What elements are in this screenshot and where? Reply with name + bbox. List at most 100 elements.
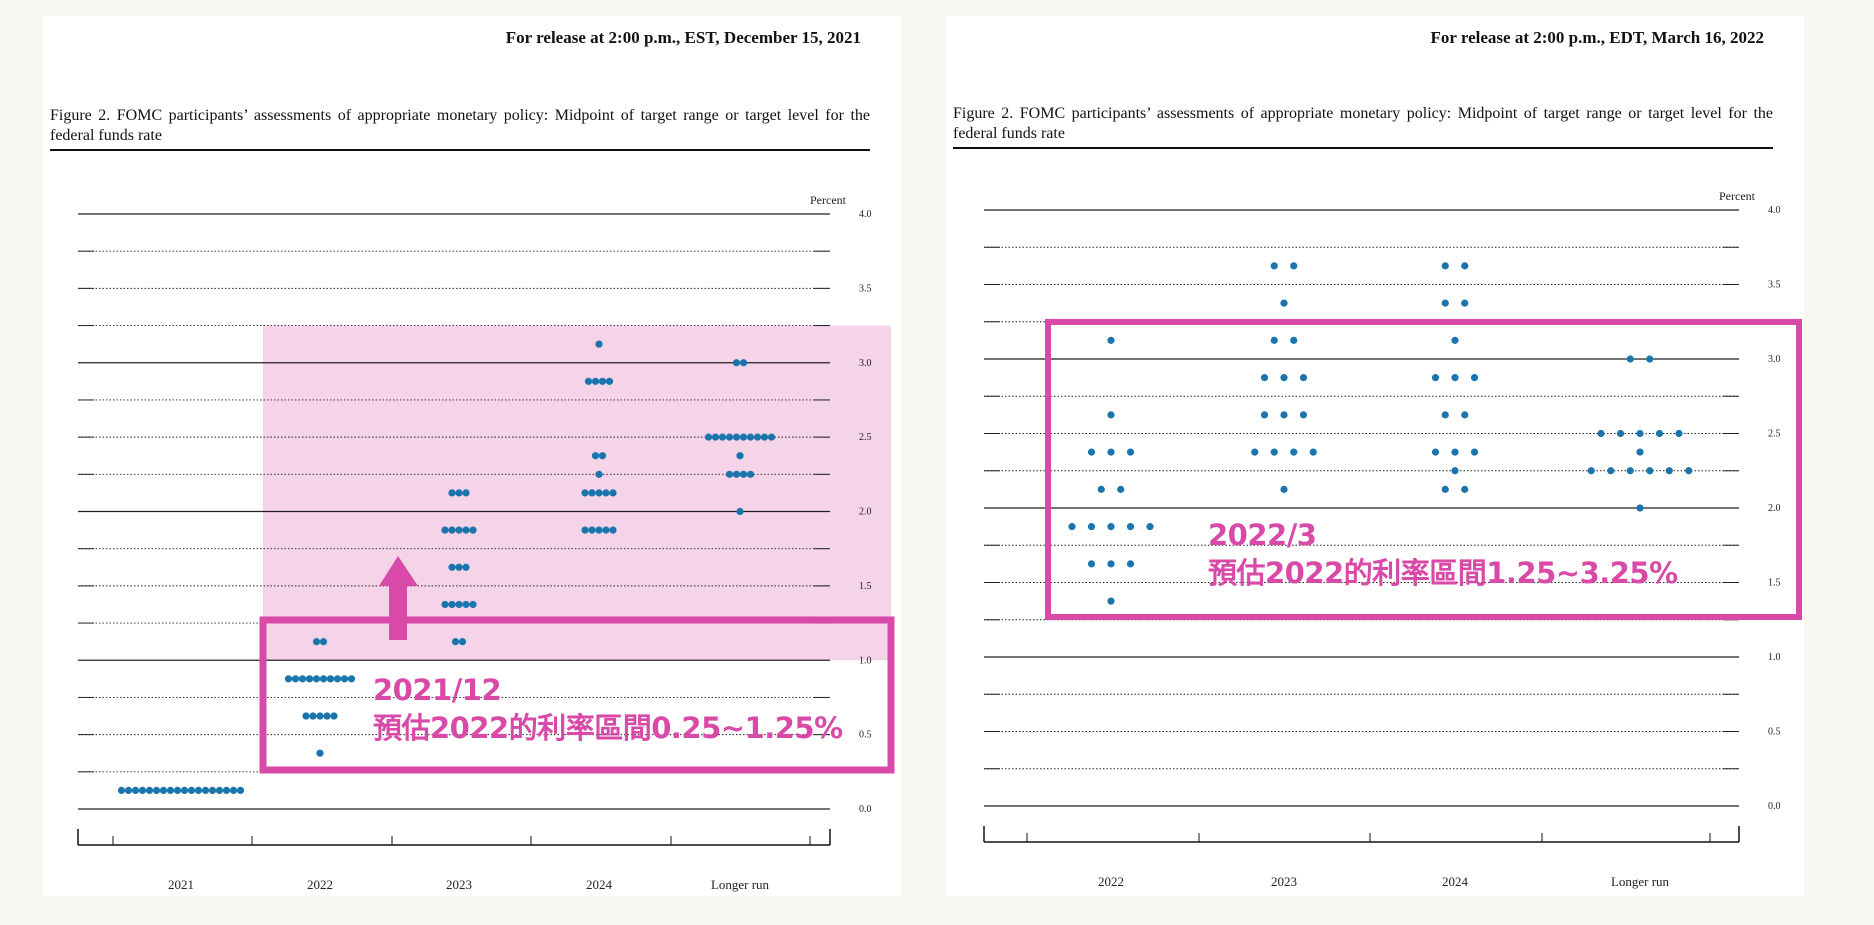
dot-marker — [595, 526, 603, 534]
dot-marker — [166, 786, 175, 795]
dot-marker — [1270, 336, 1278, 344]
x-tick-label: 2024 — [586, 877, 613, 892]
dot-marker — [732, 470, 741, 478]
dot-marker — [1087, 523, 1096, 531]
highlight-box — [259, 616, 895, 774]
dot-marker — [732, 359, 741, 367]
dot-marker — [469, 526, 477, 534]
dot-marker — [711, 433, 720, 441]
dot-marker — [1290, 262, 1298, 270]
dot-marker — [1280, 374, 1288, 382]
dot-marker — [718, 433, 727, 441]
dot-marker — [732, 433, 741, 441]
dot-marker — [1655, 429, 1664, 438]
dot-marker — [1126, 448, 1135, 456]
dot-marker — [1431, 448, 1440, 456]
dot-marker — [1451, 336, 1459, 344]
dot-marker — [1470, 448, 1479, 456]
dot-marker — [455, 526, 463, 534]
dot-marker — [298, 675, 307, 683]
dot-marker — [187, 786, 196, 795]
x-tick-label: 2023 — [1271, 874, 1297, 889]
dot-marker — [316, 749, 324, 757]
y-tick-label: 2.0 — [1768, 503, 1781, 514]
y-tick-label: 4.0 — [859, 209, 872, 220]
annotation-range: 預估2022的利率區間0.25~1.25% — [373, 711, 843, 745]
y-tick-label: 1.0 — [1768, 652, 1781, 663]
dot-marker — [462, 489, 470, 497]
dot-marker — [319, 638, 328, 646]
dot-marker — [1597, 429, 1605, 438]
dot-marker — [455, 563, 463, 571]
dot-marker — [595, 470, 603, 478]
dot-marker — [1107, 523, 1115, 531]
dot-marker — [1441, 485, 1449, 493]
dot-marker — [602, 526, 610, 534]
dot-marker — [1251, 448, 1259, 456]
dot-marker — [1260, 411, 1269, 419]
y-axis-unit-label: Percent — [1719, 189, 1756, 203]
dot-marker — [1280, 411, 1288, 419]
dot-marker — [448, 600, 456, 609]
dot-marker — [1126, 560, 1135, 568]
dot-marker — [1107, 411, 1115, 419]
dot-marker — [609, 489, 617, 497]
dot-marker — [602, 489, 610, 497]
dot-marker — [201, 786, 210, 795]
y-tick-label: 0.0 — [859, 804, 872, 815]
dot-marker — [1107, 560, 1115, 568]
dot-marker — [222, 786, 231, 795]
dot-plot-panel-dec-2021: For release at 2:00 p.m., EST, December … — [43, 16, 901, 896]
figure-title: Figure 2. FOMC participants’ assessments… — [50, 106, 870, 151]
x-tick-label: 2021 — [168, 877, 194, 892]
y-tick-label: 0.0 — [1768, 801, 1781, 812]
x-tick-label: 2022 — [1098, 874, 1124, 889]
dot-marker — [1607, 467, 1615, 475]
dot-marker — [319, 675, 328, 683]
dot-marker — [1107, 597, 1115, 605]
dot-marker — [229, 786, 238, 795]
dot-marker — [138, 786, 147, 795]
dot-marker — [1117, 485, 1125, 493]
y-tick-label: 3.0 — [859, 358, 872, 369]
dot-marker — [1675, 429, 1683, 438]
dot-marker — [291, 675, 300, 683]
dot-marker — [739, 470, 748, 478]
dot-marker — [1309, 448, 1317, 456]
dot-marker — [451, 638, 460, 646]
dot-marker — [605, 377, 614, 385]
dot-marker — [455, 600, 463, 609]
dot-marker — [333, 675, 342, 683]
dot-marker — [1097, 485, 1105, 493]
dot-marker — [448, 563, 456, 571]
dot-marker — [194, 786, 203, 795]
y-axis-unit-label: Percent — [810, 193, 847, 207]
y-tick-label: 1.5 — [1768, 578, 1781, 589]
dot-marker — [309, 712, 317, 720]
dot-marker — [736, 507, 744, 516]
dot-marker — [330, 712, 338, 720]
dot-plot-chart-2022: 4.0 3.5 3.0 2.5 2.0 1.5 1.0 0.5 0.0 Percent 2022 20… — [983, 189, 1802, 889]
dot-marker — [1451, 448, 1459, 456]
release-date: For release at 2:00 p.m., EDT, March 16,… — [1430, 28, 1764, 47]
dot-marker — [739, 359, 748, 367]
dot-marker — [1290, 336, 1298, 344]
release-date: For release at 2:00 p.m., EST, December … — [505, 28, 861, 47]
dot-marker — [1068, 523, 1076, 531]
dot-marker — [152, 786, 161, 795]
dot-plot-chart-2021: 4.0 3.5 3.0 2.5 2.0 1.5 1.0 0.5 0.0 Percent 2021 20… — [77, 193, 895, 892]
dot-marker — [1290, 448, 1298, 456]
dot-marker — [598, 452, 607, 460]
y-tick-label: 0.5 — [859, 730, 872, 741]
dot-marker — [595, 489, 603, 497]
dot-marker — [1461, 411, 1469, 419]
dot-marker — [1636, 448, 1644, 456]
dot-marker — [609, 526, 617, 534]
dot-marker — [462, 563, 470, 571]
dot-marker — [588, 526, 596, 534]
dot-marker — [1665, 467, 1673, 475]
dot-plot-panel-mar-2022: For release at 2:00 p.m., EDT, March 16,… — [946, 16, 1804, 896]
dot-marker — [1616, 429, 1625, 438]
y-tick-label: 2.5 — [1768, 429, 1781, 440]
dot-marker — [595, 340, 603, 348]
